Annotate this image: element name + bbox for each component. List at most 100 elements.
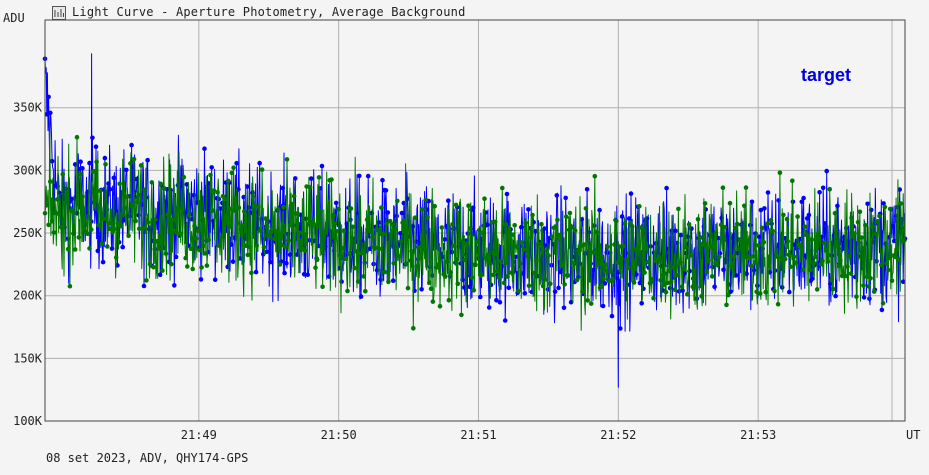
data-point — [234, 221, 240, 226]
data-point — [247, 244, 252, 250]
data-point — [609, 313, 615, 319]
data-point — [799, 199, 805, 205]
y-tick-label: 350K — [13, 101, 43, 115]
data-point — [491, 272, 496, 278]
data-point — [569, 224, 574, 230]
data-point — [69, 196, 74, 202]
chart-icon[interactable] — [52, 5, 66, 20]
data-point — [115, 221, 121, 226]
data-point — [682, 271, 687, 276]
data-point — [44, 203, 50, 208]
data-point — [129, 142, 134, 148]
data-point — [382, 269, 388, 275]
data-point — [323, 228, 329, 234]
data-point — [361, 274, 366, 279]
data-point — [508, 250, 514, 255]
data-point — [817, 190, 822, 195]
data-point — [857, 209, 863, 215]
data-point — [763, 289, 768, 295]
data-point — [574, 277, 580, 283]
data-point — [177, 231, 183, 236]
data-point — [681, 266, 687, 272]
data-point — [563, 195, 568, 201]
data-point — [825, 259, 831, 264]
x-tick-label: 21:50 — [321, 428, 357, 442]
data-point — [576, 248, 582, 253]
data-point — [674, 273, 679, 278]
data-point — [119, 224, 124, 229]
data-point — [399, 210, 405, 216]
data-point — [503, 222, 509, 227]
data-point — [236, 205, 242, 211]
data-point — [261, 244, 267, 250]
data-point — [254, 243, 259, 249]
data-point — [405, 285, 411, 291]
data-point — [65, 246, 71, 252]
data-point — [288, 223, 293, 228]
data-point — [830, 286, 836, 292]
data-point — [364, 217, 370, 223]
data-point — [507, 270, 512, 275]
data-point — [747, 255, 752, 261]
data-point — [258, 228, 263, 233]
data-point — [418, 255, 423, 261]
data-point — [320, 284, 325, 290]
data-point — [212, 277, 218, 283]
data-point — [138, 163, 144, 168]
data-point — [843, 273, 848, 279]
data-point — [516, 288, 521, 294]
data-point — [852, 231, 857, 236]
data-point — [373, 245, 379, 251]
data-point — [218, 234, 224, 240]
data-point — [253, 269, 259, 275]
data-point — [616, 269, 621, 275]
data-point — [305, 272, 311, 278]
data-point — [279, 242, 284, 248]
data-point — [635, 244, 640, 250]
data-point — [144, 278, 149, 283]
data-point — [64, 192, 69, 197]
data-point — [673, 228, 678, 234]
data-point — [880, 300, 886, 306]
data-point — [754, 289, 759, 295]
data-point — [238, 227, 243, 232]
data-point — [824, 168, 829, 174]
data-point — [690, 284, 695, 290]
data-point — [113, 255, 119, 260]
data-point — [87, 160, 92, 166]
data-point — [777, 170, 783, 175]
data-point — [432, 203, 438, 209]
data-point — [124, 194, 130, 200]
data-point — [751, 268, 757, 273]
data-point — [318, 208, 324, 214]
data-point — [832, 210, 838, 216]
data-point — [605, 244, 610, 249]
data-point — [106, 226, 112, 232]
data-point — [270, 226, 276, 232]
data-point — [701, 242, 706, 247]
data-point — [330, 213, 336, 218]
data-point — [500, 185, 505, 191]
data-point — [209, 165, 214, 170]
data-point — [758, 291, 763, 296]
data-point — [102, 155, 108, 161]
y-tick-label: 100K — [13, 414, 43, 428]
data-point — [240, 223, 245, 228]
data-point — [597, 207, 602, 213]
data-point — [78, 159, 83, 164]
data-point — [222, 196, 227, 202]
data-point — [309, 219, 315, 225]
data-point — [105, 244, 110, 249]
data-point — [304, 184, 309, 189]
data-point — [672, 287, 678, 293]
y-tick-label: 300K — [13, 163, 43, 177]
data-point — [486, 305, 492, 310]
data-point — [99, 241, 105, 247]
data-point — [804, 216, 810, 221]
data-point — [48, 179, 53, 184]
data-point — [879, 262, 884, 268]
data-point — [802, 224, 808, 230]
data-point — [639, 301, 644, 306]
data-point — [92, 169, 98, 174]
